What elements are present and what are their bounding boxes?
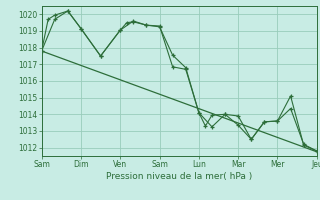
X-axis label: Pression niveau de la mer( hPa ): Pression niveau de la mer( hPa ) — [106, 172, 252, 181]
